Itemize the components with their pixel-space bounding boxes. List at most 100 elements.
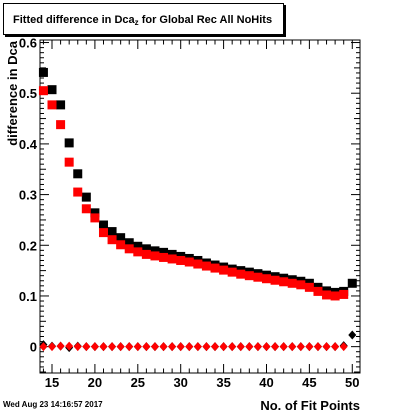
data-point: [47, 100, 57, 110]
data-point: [347, 278, 357, 288]
data-point: [279, 277, 289, 287]
x-tick-label: 35: [216, 375, 230, 390]
data-point: [125, 342, 134, 352]
data-point: [313, 286, 323, 296]
data-point: [48, 342, 57, 352]
plot-frame: [39, 39, 361, 374]
y-axis-label: difference in Dca: [5, 40, 20, 146]
data-point: [64, 157, 74, 167]
data-point: [236, 269, 246, 279]
data-point: [124, 238, 134, 248]
data-point: [81, 192, 91, 202]
data-point: [47, 85, 57, 95]
data-point: [270, 275, 280, 285]
x-tick-label: 45: [302, 375, 316, 390]
data-point: [99, 342, 108, 352]
data-point: [90, 342, 99, 352]
chart-title-suffix: for Global Rec All NoHits: [138, 14, 273, 26]
data-point: [116, 233, 126, 243]
chart-title-subscript: z: [134, 18, 139, 27]
series-1: [38, 86, 349, 301]
data-point: [322, 342, 331, 352]
timestamp: Wed Aug 23 14:16:57 2017: [3, 400, 103, 409]
y-tick-label: 0.5: [19, 86, 37, 101]
data-point: [167, 254, 177, 264]
x-tick-label: 30: [173, 375, 187, 390]
data-point: [331, 342, 340, 352]
data-point: [141, 244, 151, 254]
data-point: [176, 255, 186, 265]
data-point: [150, 342, 159, 352]
data-point: [261, 274, 271, 284]
data-point: [73, 169, 83, 179]
data-point: [56, 120, 66, 130]
data-point: [210, 263, 220, 273]
y-tick-label: 0.6: [19, 36, 37, 51]
data-point: [193, 259, 203, 269]
data-point: [133, 247, 143, 257]
data-point: [90, 208, 100, 218]
data-point: [253, 272, 263, 282]
data-point: [219, 265, 229, 275]
data-point: [348, 330, 357, 340]
data-point: [168, 342, 177, 352]
data-point: [305, 342, 314, 352]
chart-title: Fitted difference in Dcaz for Global Rec…: [3, 3, 284, 35]
data-point: [193, 342, 202, 352]
data-point: [202, 342, 211, 352]
data-point: [159, 247, 169, 257]
x-tick-label: 50: [345, 375, 359, 390]
data-point: [133, 342, 142, 352]
data-point: [219, 342, 228, 352]
y-tick-label: 0.1: [19, 289, 37, 304]
y-tick-label: 0.4: [19, 137, 38, 152]
data-point: [133, 241, 143, 251]
data-point: [73, 187, 83, 197]
x-tick-label: 25: [131, 375, 145, 390]
data-point: [73, 342, 82, 352]
axis-labels: 15 20 25 30 35 40 45 50 0 0.1 0.2 0.3 0.4 0.5 0.6 No. o…: [5, 36, 360, 413]
data-point: [141, 249, 151, 259]
data-point: [313, 342, 322, 352]
y-tick-label: 0: [30, 340, 37, 355]
x-tick-label: 15: [45, 375, 59, 390]
data-point: [142, 342, 151, 352]
data-point: [38, 86, 48, 96]
data-point: [262, 342, 271, 352]
data-point: [244, 271, 254, 281]
data-point: [116, 342, 125, 352]
data-point: [38, 67, 48, 77]
data-point: [124, 244, 134, 254]
data-point: [322, 290, 332, 300]
data-point: [81, 204, 91, 214]
data-point: [159, 252, 169, 262]
x-axis-label: No. of Fit Points: [260, 398, 360, 413]
data-point: [184, 257, 194, 267]
data-point: [288, 342, 297, 352]
data-point: [107, 235, 117, 245]
data-point: [64, 138, 74, 148]
data-point: [185, 342, 194, 352]
data-point: [39, 342, 48, 352]
data-point: [150, 251, 160, 261]
data-point: [176, 342, 185, 352]
series-3: [39, 341, 348, 352]
data-point: [65, 341, 74, 351]
data-point: [279, 342, 288, 352]
data-point: [98, 220, 108, 230]
data-point: [201, 261, 211, 271]
data-point: [287, 278, 297, 288]
data-point: [167, 249, 177, 259]
data-point: [253, 342, 262, 352]
data-point: [271, 342, 280, 352]
x-tick-label: 40: [259, 375, 273, 390]
y-tick-label: 0.3: [19, 188, 37, 203]
data-point: [227, 267, 237, 277]
data-point: [98, 228, 108, 238]
data-point: [236, 342, 245, 352]
data-point: [56, 341, 65, 351]
data-point: [330, 291, 340, 301]
data-point: [228, 342, 237, 352]
data-point: [296, 342, 305, 352]
